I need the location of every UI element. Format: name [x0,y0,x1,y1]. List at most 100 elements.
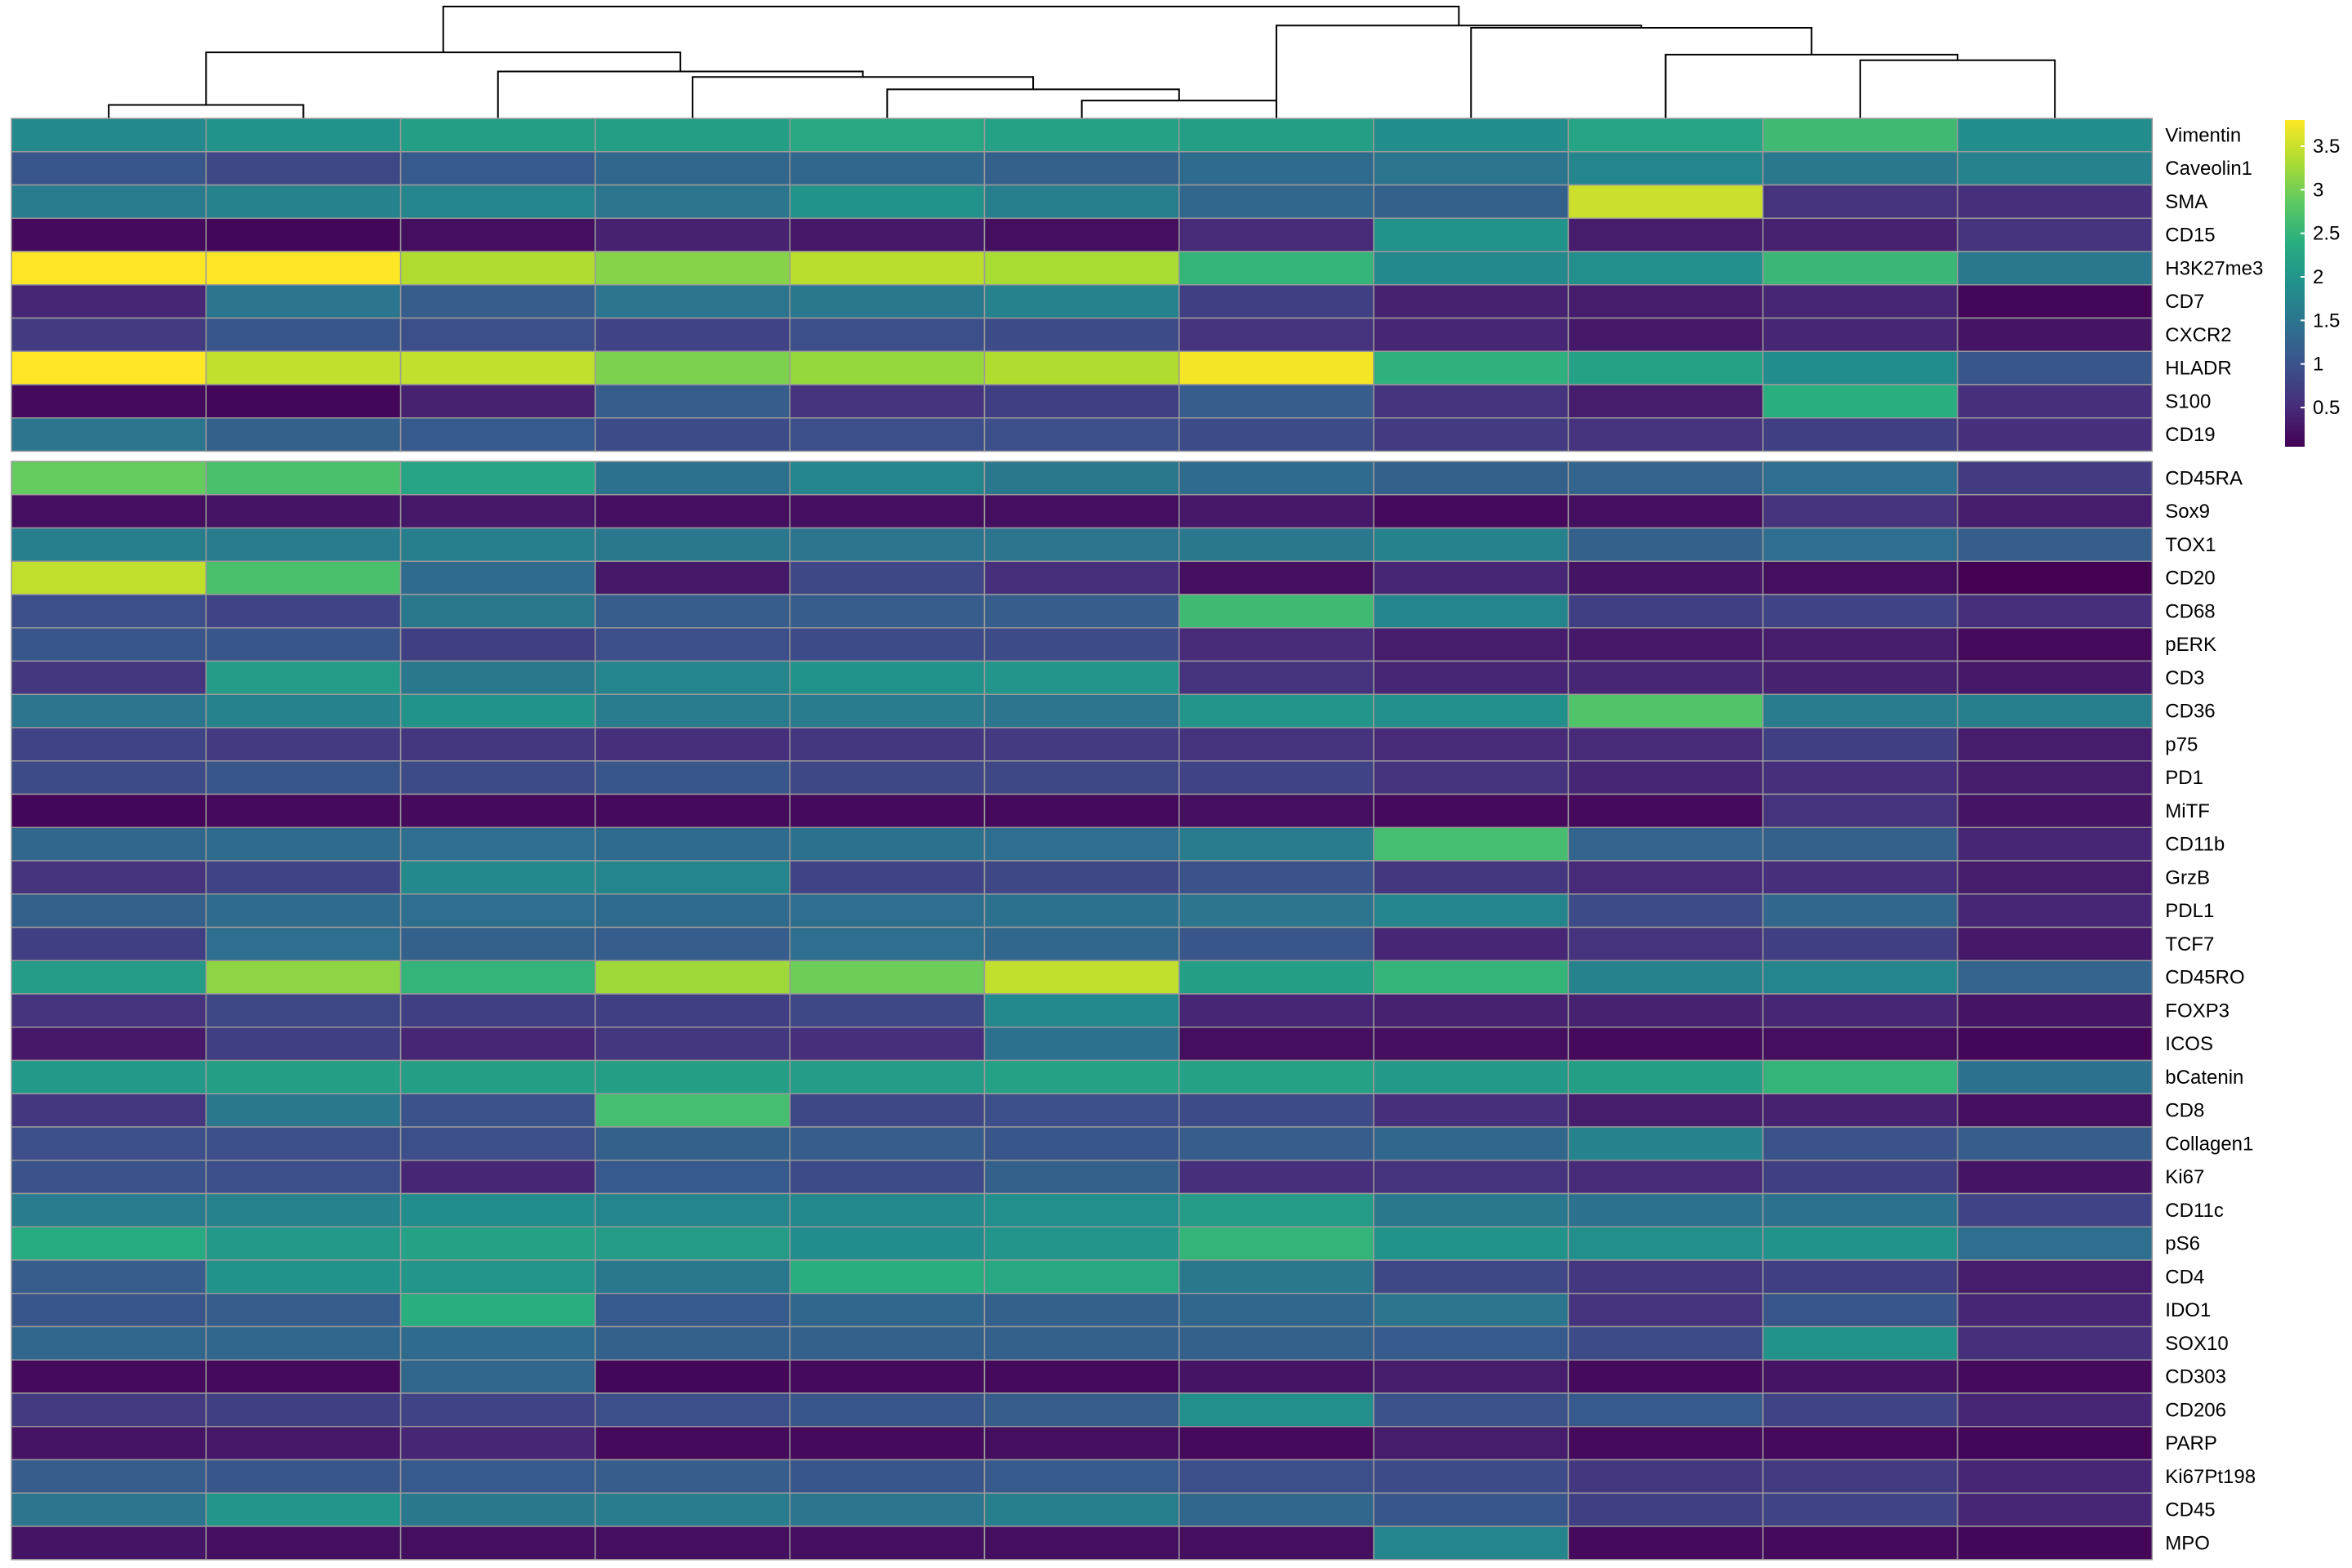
cell-cd11b-col-9 [1567,826,1764,862]
cell-cd206-col-10 [1762,1392,1958,1428]
cell-cd45ro-col-10 [1762,960,1958,995]
cell-mitf-col-4 [595,793,791,828]
cell-ki67-col-4 [595,1160,791,1195]
cell-h3k27me3-col-5 [789,251,986,286]
cell-sox9-col-6 [983,494,1180,529]
cell-ki67pt198-col-5 [789,1459,986,1494]
cell-pd1-col-7 [1178,760,1374,795]
cell-sma-col-4 [595,184,791,219]
row-label-bcatenin: bCatenin [2165,1067,2243,1089]
cell-bcatenin-col-1 [11,1059,207,1094]
cell-cd206-col-2 [205,1392,402,1428]
cell-vimentin-col-4 [595,118,791,153]
cell-foxp3-col-8 [1373,993,1570,1028]
cell-cd206-col-6 [983,1392,1180,1428]
cell-cd20-col-7 [1178,560,1374,595]
cell-tcf7-col-6 [983,926,1180,961]
cell-vimentin-col-7 [1178,118,1374,153]
row-label-cd11b: CD11b [2165,834,2225,856]
cell-mpo-col-7 [1178,1526,1374,1561]
cell-cd11c-col-2 [205,1192,402,1227]
cell-cd11c-col-8 [1373,1192,1570,1227]
cell-s100-col-8 [1373,384,1570,419]
cell-cd36-col-11 [1957,693,2154,728]
cell-parp-col-3 [399,1426,596,1461]
cell-ido1-col-8 [1373,1293,1570,1328]
cell-mpo-col-2 [205,1526,402,1561]
cell-s100-col-2 [205,384,402,419]
cell-tox1-col-10 [1762,527,1958,562]
cell-tox1-col-7 [1178,527,1374,562]
cell-caveolin1-col-10 [1762,151,1958,186]
cell-cd7-col-2 [205,284,402,319]
cell-cd3-col-7 [1178,660,1374,695]
cell-cd3-col-4 [595,660,791,695]
cell-sma-col-3 [399,184,596,219]
row-label-cd45: CD45 [2165,1499,2215,1521]
cell-cd45ra-col-6 [983,461,1180,496]
cell-cd11c-col-7 [1178,1192,1374,1227]
cell-bcatenin-col-7 [1178,1059,1374,1094]
cell-perk-col-2 [205,627,402,662]
cell-sma-col-6 [983,184,1180,219]
cell-cd7-col-7 [1178,284,1374,319]
cell-cd19-col-2 [205,417,402,452]
cell-foxp3-col-7 [1178,993,1374,1028]
cell-caveolin1-col-9 [1567,151,1764,186]
dendrogram-link-10 [1275,24,1642,118]
cell-s100-col-3 [399,384,596,419]
cell-tox1-col-11 [1957,527,2154,562]
cell-cd15-col-7 [1178,217,1374,252]
row-label-cd15: CD15 [2165,225,2215,247]
cell-ki67-col-6 [983,1160,1180,1195]
row-label-h3k27me3: H3K27me3 [2165,257,2263,279]
cell-ido1-col-7 [1178,1293,1374,1328]
row-label-mpo: MPO [2165,1532,2210,1554]
dendrogram-link-5 [497,70,864,118]
cell-pdl1-col-5 [789,893,986,929]
cell-cd11b-col-7 [1178,826,1374,862]
cell-cd19-col-4 [595,417,791,452]
cell-grzb-col-5 [789,860,986,895]
cell-p75-col-9 [1567,727,1764,762]
cell-sox10-col-7 [1178,1325,1374,1361]
cell-cd303-col-10 [1762,1359,1958,1394]
cell-h3k27me3-col-8 [1373,251,1570,286]
cell-cd4-col-3 [399,1259,596,1294]
cell-sox10-col-10 [1762,1325,1958,1361]
cell-collagen1-col-7 [1178,1126,1374,1161]
cell-h3k27me3-col-2 [205,251,402,286]
cell-mpo-col-11 [1957,1526,2154,1561]
cell-cd8-col-5 [789,1093,986,1128]
cell-vimentin-col-5 [789,118,986,153]
cell-cd11b-col-4 [595,826,791,862]
cell-hladr-col-10 [1762,350,1958,385]
cell-grzb-col-11 [1957,860,2154,895]
cell-ido1-col-3 [399,1293,596,1328]
dendrogram-link-4 [692,76,1035,118]
dendrogram-link-11 [442,6,1460,53]
cell-bcatenin-col-9 [1567,1059,1764,1094]
cell-bcatenin-col-10 [1762,1059,1958,1094]
cell-cd3-col-11 [1957,660,2154,695]
cell-ps6-col-5 [789,1226,986,1261]
cell-cd36-col-10 [1762,693,1958,728]
cell-icos-col-9 [1567,1027,1764,1062]
legend-tick-label: 1.5 [2313,310,2340,332]
cell-tcf7-col-11 [1957,926,2154,961]
cell-ki67-col-7 [1178,1160,1374,1195]
cell-hladr-col-6 [983,350,1180,385]
cell-bcatenin-col-5 [789,1059,986,1094]
cell-perk-col-5 [789,627,986,662]
cell-cd45-col-5 [789,1492,986,1527]
cell-cd19-col-1 [11,417,207,452]
cell-icos-col-7 [1178,1027,1374,1062]
cell-collagen1-col-10 [1762,1126,1958,1161]
cell-cd20-col-5 [789,560,986,595]
cell-cxcr2-col-3 [399,317,596,352]
cell-cd7-col-8 [1373,284,1570,319]
cell-cd68-col-6 [983,594,1180,629]
cell-cd45ro-col-3 [399,960,596,995]
cell-cd45-col-4 [595,1492,791,1527]
cell-icos-col-8 [1373,1027,1570,1062]
